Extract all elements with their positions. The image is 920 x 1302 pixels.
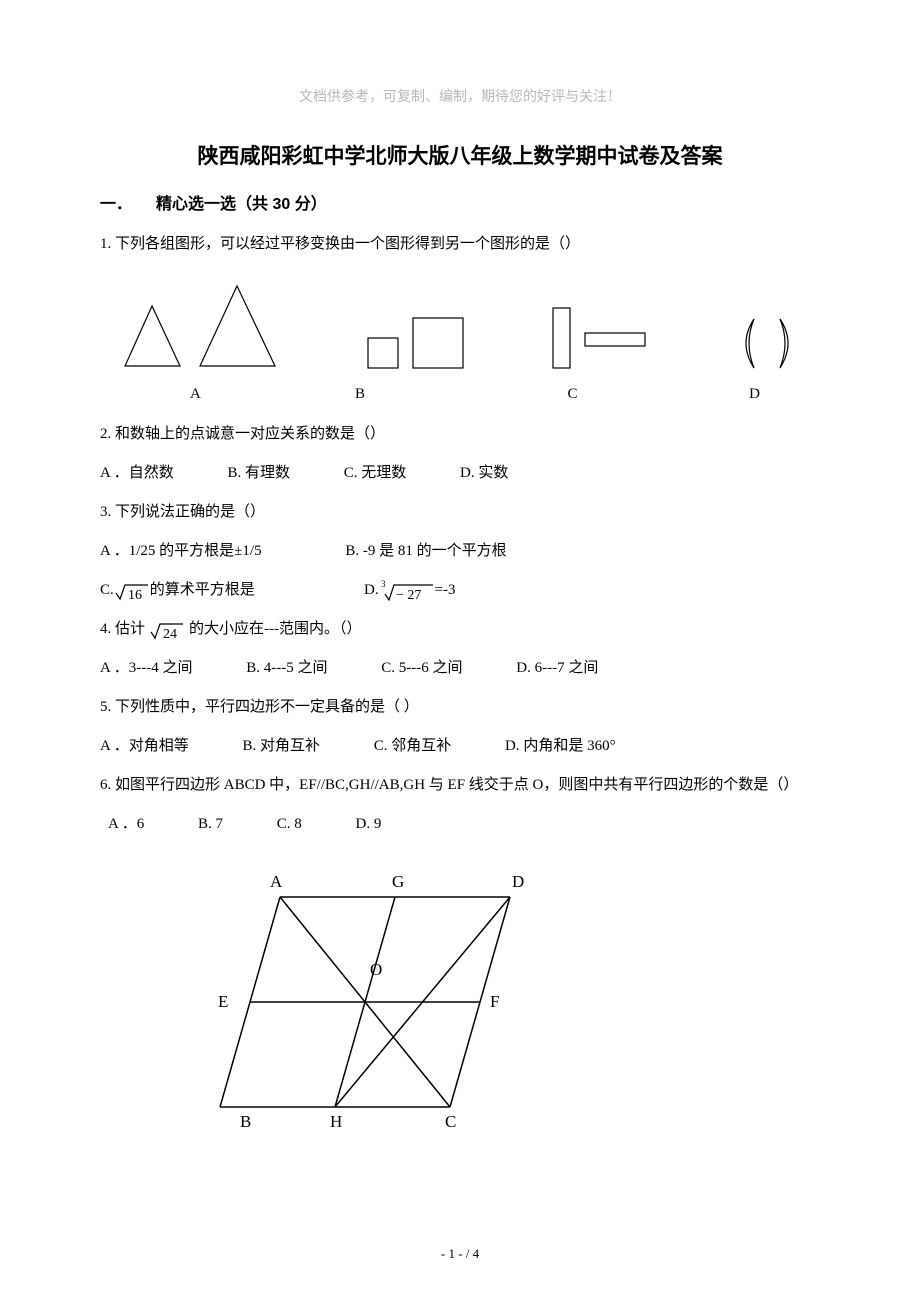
q5-opt-c: C. 邻角互补 [374,730,452,763]
q3d-post: =-3 [435,574,456,607]
question-1: 1. 下列各组图形，可以经过平移变换由一个图形得到另一个图形的是（） [100,228,820,261]
q3-opt-a: A ．1/25 的平方根是±1/5 [100,535,262,568]
svg-text:3: 3 [381,579,386,589]
pgram-label-o: O [370,960,382,979]
q3d-pre: D. [364,574,379,607]
q2-opt-d: D. 实数 [460,457,508,490]
q1-labels: A B C D [100,386,820,403]
q4-opt-a: A ．3---4 之间 [100,652,193,685]
pgram-label-a: A [270,872,283,891]
page-footer: - 1 - / 4 [0,1246,920,1262]
pgram-label-h: H [330,1112,342,1131]
q1-label-c: C [480,386,635,403]
pgram-label-b: B [240,1112,251,1131]
q3c-pre: C. [100,574,114,607]
rect-vertical-icon [551,306,573,371]
question-5: 5. 下列性质中，平行四边形不一定具备的是（ ） [100,691,820,724]
q2-opt-b: B. 有理数 [228,457,291,490]
pgram-label-f: F [490,992,499,1011]
q1-label-a: A [170,386,315,403]
q1-option-a-shapes [120,281,280,371]
q1-option-b-shapes [366,316,466,371]
square-large-icon [411,316,466,371]
q2-opt-a: A ．自然数 [100,457,174,490]
q1-label-b: B [315,386,480,403]
pgram-label-g: G [392,872,404,891]
parallelogram-diagram: A G D E O F B H C [170,857,570,1137]
section-header-1: 一． 精心选一选（共 30 分） [100,190,820,214]
q5-options: A ．对角相等 B. 对角互补 C. 邻角互补 D. 内角和是 360° [100,730,820,763]
q3-opt-c: C. 16 的算术平方根是 [100,574,360,607]
q5-opt-d: D. 内角和是 360° [505,730,616,763]
question-6: 6. 如图平行四边形 ABCD 中，EF//BC,GH//AB,GH 与 EF … [100,769,820,802]
square-small-icon [366,336,401,371]
q3-opt-d: D. 3 − 27 =-3 [364,574,456,607]
q6-options: A ．6 B. 7 C. 8 D. 9 [100,808,820,841]
question-2: 2. 和数轴上的点诚意一对应关系的数是（） [100,418,820,451]
header-note: 文档供参考，可复制、编制，期待您的好评与关注！ [0,86,920,106]
svg-text:24: 24 [163,627,177,642]
q4-post: 的大小应在---范围内。（） [189,613,362,646]
q2-opt-c: C. 无理数 [344,457,407,490]
q3-opt-b: B. -9 是 81 的一个平方根 [345,535,506,568]
q1-option-d-shapes [734,316,800,371]
q1-shapes-row [100,271,820,381]
triangle-large-icon [195,281,280,371]
pgram-label-d: D [512,872,524,891]
q6-opt-d: D. 9 [356,808,382,841]
cbrt-neg27-icon: 3 − 27 [379,578,435,604]
q4-pre: 4. 估计 [100,613,145,646]
q3-options-row2: C. 16 的算术平方根是 D. 3 − 27 =-3 [100,574,820,607]
q4-opt-b: B. 4---5 之间 [246,652,327,685]
q4-opt-c: C. 5---6 之间 [381,652,462,685]
q6-opt-a: A ．6 [108,808,144,841]
pgram-label-c: C [445,1112,456,1131]
q4-opt-d: D. 6---7 之间 [516,652,598,685]
moon-right-icon [772,316,800,371]
q3-options-row1: A ．1/25 的平方根是±1/5 B. -9 是 81 的一个平方根 [100,535,820,568]
q4-options: A ．3---4 之间 B. 4---5 之间 C. 5---6 之间 D. 6… [100,652,820,685]
svg-text:16: 16 [128,588,142,603]
q6-opt-c: C. 8 [277,808,302,841]
q1-label-d: D [635,386,760,403]
moon-left-icon [734,316,762,371]
document-title: 陕西咸阳彩虹中学北师大版八年级上数学期中试卷及答案 [100,140,820,170]
q6-opt-b: B. 7 [198,808,223,841]
question-4: 4. 估计 24 的大小应在---范围内。（） [100,613,820,646]
q2-options: A ．自然数 B. 有理数 C. 无理数 D. 实数 [100,457,820,490]
q3c-post: 的算术平方根是 [150,574,255,607]
sqrt-24-icon: 24 [149,618,185,642]
q5-opt-a: A ．对角相等 [100,730,189,763]
question-3: 3. 下列说法正确的是（） [100,496,820,529]
q5-opt-b: B. 对角互补 [243,730,321,763]
triangle-small-icon [120,301,185,371]
sqrt-16-icon: 16 [114,579,150,603]
q1-option-c-shapes [551,306,648,371]
rect-horizontal-icon [583,331,648,349]
pgram-label-e: E [218,992,228,1011]
svg-text:− 27: − 27 [396,588,421,603]
document-content: 陕西咸阳彩虹中学北师大版八年级上数学期中试卷及答案 一． 精心选一选（共 30 … [100,140,820,1142]
